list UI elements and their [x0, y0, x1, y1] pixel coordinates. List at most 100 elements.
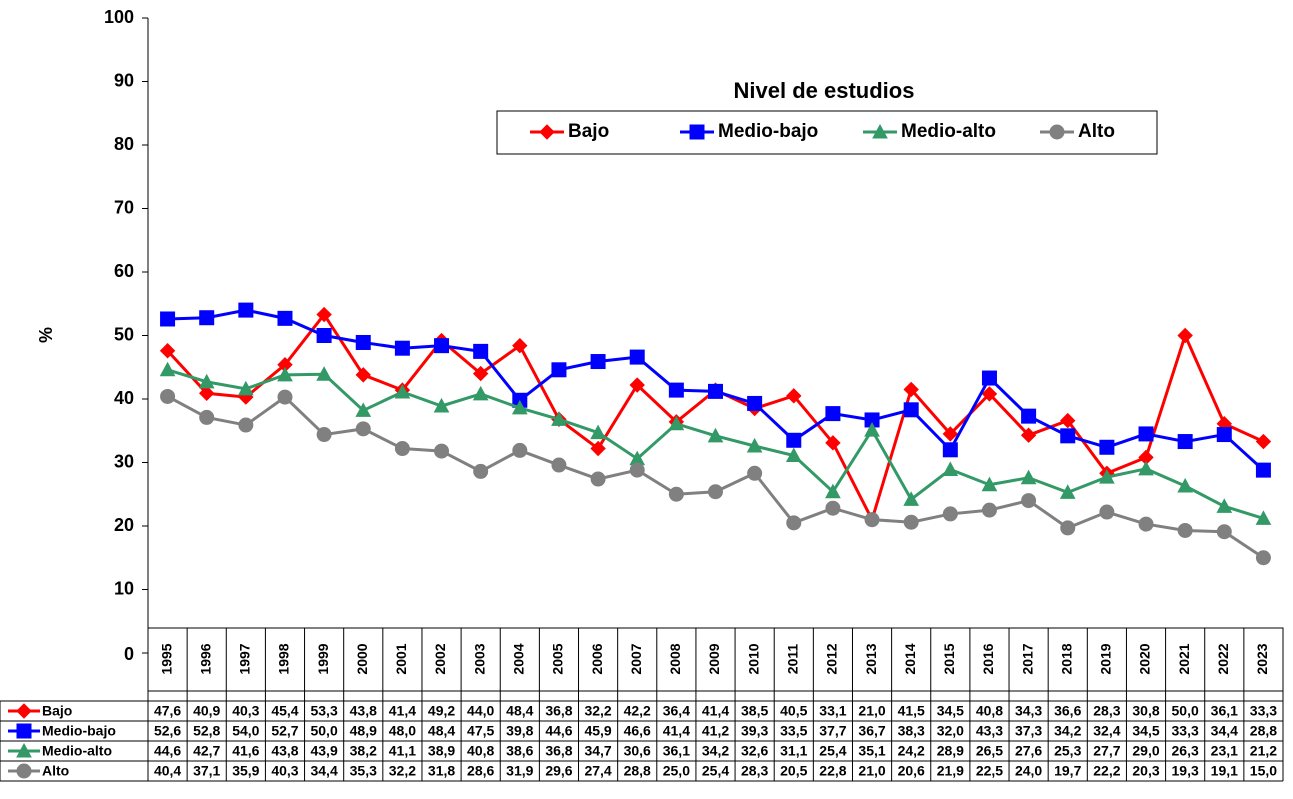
- table-cell: 49,2: [428, 703, 455, 719]
- table-cell: 21,0: [858, 703, 885, 719]
- table-cell: 27,4: [584, 763, 611, 779]
- data-point: [394, 383, 411, 399]
- table-cell: 41,4: [663, 723, 690, 739]
- table-cell: 31,8: [428, 763, 455, 779]
- table-cell: 32,6: [741, 743, 768, 759]
- data-point: [433, 397, 450, 413]
- table-cell: 34,7: [584, 743, 611, 759]
- table-cell: 25,4: [702, 763, 729, 779]
- data-point: [551, 411, 567, 426]
- x-tick-label: 2017: [1019, 643, 1035, 674]
- table-cell: 48,9: [350, 723, 377, 739]
- table-cell: 37,1: [193, 763, 220, 779]
- table-cell: 45,4: [271, 703, 298, 719]
- table-cell: 41,6: [232, 743, 259, 759]
- table-cell: 33,1: [819, 703, 846, 719]
- data-point: [159, 343, 176, 359]
- table-cell: 36,6: [1054, 703, 1081, 719]
- y-tick-label: 50: [114, 324, 134, 344]
- table-cell: 26,5: [976, 743, 1003, 759]
- data-point: [1255, 462, 1271, 478]
- table-cell: 37,3: [1015, 723, 1042, 739]
- data-point: [707, 427, 724, 443]
- y-tick-label: 20: [114, 515, 134, 535]
- data-point: [434, 443, 450, 459]
- y-tick-label: 100: [104, 7, 134, 27]
- table-cell: 26,3: [1172, 743, 1199, 759]
- table-cell: 52,8: [193, 723, 220, 739]
- table-cell: 41,1: [389, 743, 416, 759]
- table-cell: 44,6: [545, 723, 572, 739]
- table-cell: 48,4: [506, 703, 533, 719]
- data-point: [747, 465, 763, 481]
- table-cell: 43,8: [271, 743, 298, 759]
- x-tick-label: 2020: [1137, 643, 1153, 674]
- data-point: [1020, 469, 1037, 485]
- table-cell: 54,0: [232, 723, 259, 739]
- table-cell: 24,0: [1015, 763, 1042, 779]
- y-tick-label: 90: [114, 70, 134, 90]
- data-point: [1177, 522, 1193, 538]
- x-tick-label: 2002: [432, 643, 448, 674]
- data-point: [159, 361, 176, 377]
- table-legend-marker: [16, 742, 32, 758]
- table-cell: 32,0: [937, 723, 964, 739]
- data-point: [238, 302, 254, 318]
- table-cell: 36,8: [545, 743, 572, 759]
- data-point: [1216, 498, 1233, 513]
- data-point: [1060, 520, 1076, 536]
- table-cell: 28,8: [624, 763, 651, 779]
- data-point: [864, 512, 880, 528]
- table-cell: 29,6: [545, 763, 572, 779]
- y-tick-label: 10: [114, 578, 134, 598]
- table-cell: 36,4: [663, 703, 690, 719]
- data-point: [199, 409, 215, 425]
- x-tick-label: 2000: [354, 643, 370, 674]
- data-point: [1138, 516, 1154, 532]
- data-point: [473, 343, 489, 359]
- table-cell: 20,6: [898, 763, 925, 779]
- data-point: [316, 427, 332, 443]
- table-cell: 47,5: [467, 723, 494, 739]
- data-point: [277, 366, 293, 382]
- table-cell: 23,1: [1211, 743, 1238, 759]
- x-tick-label: 2007: [628, 643, 644, 674]
- x-tick-label: 1997: [237, 643, 253, 674]
- table-row-label: Bajo: [42, 703, 72, 719]
- table-cell: 22,2: [1093, 763, 1120, 779]
- data-point: [708, 383, 723, 399]
- table-cell: 28,3: [741, 763, 768, 779]
- table-cell: 34,4: [1211, 723, 1238, 739]
- data-point: [238, 380, 254, 396]
- x-tick-label: 2008: [667, 643, 683, 674]
- table-cell: 39,8: [506, 723, 533, 739]
- table-row-label: Medio-alto: [42, 743, 112, 759]
- table-cell: 34,5: [937, 703, 964, 719]
- table-cell: 36,1: [663, 743, 690, 759]
- table-cell: 27,7: [1093, 743, 1120, 759]
- data-point: [629, 377, 645, 393]
- table-cell: 40,8: [467, 743, 494, 759]
- table-cell: 41,5: [898, 703, 925, 719]
- data-point: [825, 500, 841, 516]
- x-tick-label: 2005: [550, 643, 566, 674]
- table-cell: 42,2: [624, 703, 651, 719]
- table-cell: 28,3: [1093, 703, 1120, 719]
- table-cell: 24,2: [898, 743, 925, 759]
- x-tick-label: 2003: [471, 643, 487, 674]
- legend-label: Bajo: [568, 121, 609, 142]
- data-point: [472, 365, 489, 382]
- table-cell: 21,0: [858, 763, 885, 779]
- table-cell: 22,8: [819, 763, 846, 779]
- data-point: [864, 422, 880, 437]
- table-cell: 52,6: [154, 723, 181, 739]
- table-cell: 34,5: [1132, 723, 1159, 739]
- table-cell: 38,3: [898, 723, 925, 739]
- data-point: [1021, 408, 1037, 424]
- table-cell: 28,6: [467, 763, 494, 779]
- data-point: [472, 385, 489, 401]
- table-cell: 40,4: [154, 763, 181, 779]
- data-point: [668, 382, 684, 398]
- data-point: [825, 406, 841, 422]
- y-tick-label: 40: [114, 388, 134, 408]
